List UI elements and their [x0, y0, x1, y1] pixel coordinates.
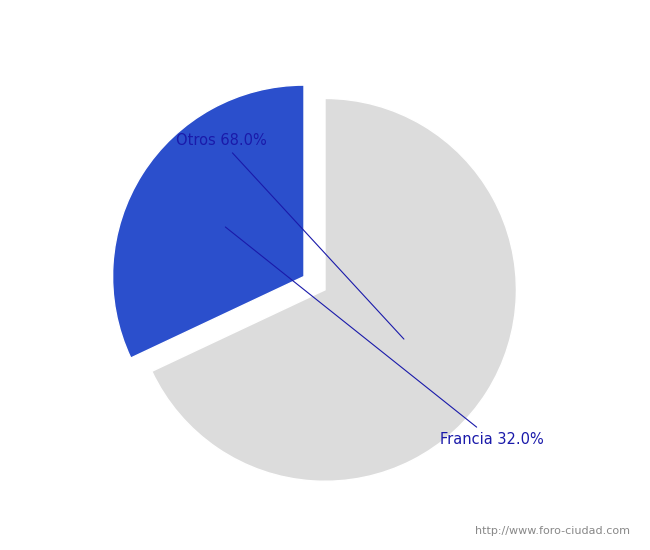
- Text: Aisa - Turistas extranjeros según país - Abril de 2024: Aisa - Turistas extranjeros según país -…: [124, 12, 526, 28]
- Text: http://www.foro-ciudad.com: http://www.foro-ciudad.com: [476, 526, 630, 536]
- Text: Francia 32.0%: Francia 32.0%: [226, 227, 543, 447]
- Wedge shape: [112, 85, 304, 358]
- Text: Otros 68.0%: Otros 68.0%: [176, 133, 404, 339]
- Wedge shape: [152, 98, 516, 481]
